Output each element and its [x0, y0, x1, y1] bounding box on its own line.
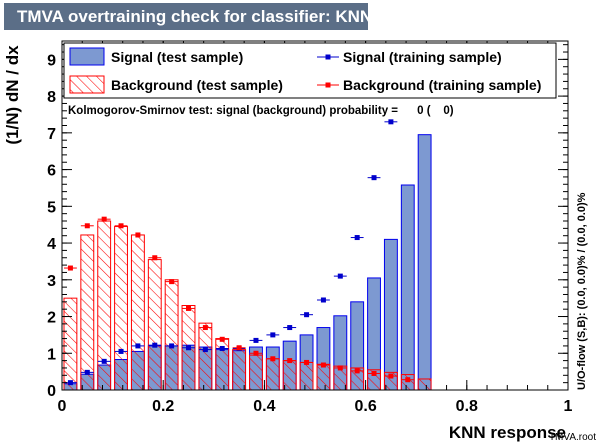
signal-train-point — [219, 345, 225, 351]
legend-swatch-signal-train — [325, 54, 331, 60]
background-test-bar — [400, 374, 415, 391]
background-train-point — [152, 255, 158, 261]
signal-train-point — [186, 345, 191, 351]
x-tick-label: 0.4 — [253, 398, 275, 415]
background-train-point — [354, 368, 360, 374]
legend-swatch-background-test — [69, 75, 105, 94]
signal-train-point — [169, 343, 175, 349]
signal-train-point — [287, 325, 293, 331]
signal-train-point — [270, 332, 276, 338]
background-test-bar — [114, 226, 128, 391]
background-train-point — [320, 362, 326, 368]
signal-train-point — [253, 337, 259, 343]
y-tick-label: 6 — [47, 163, 56, 180]
background-train-point — [169, 279, 175, 285]
signal-train-point — [84, 369, 90, 375]
background-train-point — [337, 365, 343, 371]
background-test-bar — [63, 297, 78, 391]
signal-train-point — [135, 343, 141, 349]
background-train-point — [388, 373, 394, 379]
legend: Signal (test sample) Background (test sa… — [63, 42, 557, 99]
background-test-bar — [164, 279, 179, 391]
ks-test-text: Kolmogorov-Smirnov test: signal (backgro… — [68, 105, 454, 117]
background-test-bar — [282, 360, 297, 391]
background-train-point — [101, 216, 107, 222]
x-tick-label: 0.6 — [354, 398, 376, 415]
background-test-bar — [232, 349, 247, 391]
x-tick-label: 1 — [564, 398, 573, 415]
plot-frame — [61, 40, 569, 391]
background-test-bar — [198, 322, 213, 391]
legend-box — [63, 42, 557, 99]
y-tick-label: 8 — [47, 89, 56, 106]
signal-train-point — [101, 358, 107, 364]
background-train-point — [219, 336, 225, 342]
legend-swatch-signal-test — [69, 47, 105, 66]
background-train-point — [371, 370, 377, 376]
background-test-bar — [265, 358, 280, 391]
signal-train-point — [118, 348, 124, 354]
background-train-point — [405, 377, 411, 383]
signal-train-point — [320, 297, 326, 303]
y-tick-label: 4 — [47, 236, 56, 253]
y-tick-label: 3 — [47, 273, 56, 290]
background-train-point — [135, 232, 141, 238]
background-test-bar — [417, 378, 432, 391]
legend-label-signal-train: Signal (training sample) — [343, 49, 502, 65]
y-tick-label: 2 — [47, 310, 56, 327]
x-axis-label: KNN response — [449, 423, 566, 442]
signal-test-bar — [383, 238, 398, 391]
background-test-bar — [130, 234, 145, 391]
x-tick-label: 0.2 — [152, 398, 174, 415]
background-train-point — [202, 325, 208, 331]
background-test-bar — [97, 220, 112, 391]
legend-label-signal-test: Signal (test sample) — [111, 49, 243, 65]
background-train-point — [118, 223, 124, 229]
signal-train-point — [67, 380, 73, 386]
signal-train-point — [354, 235, 360, 241]
title-bar: TMVA overtraining check for classifier: … — [4, 3, 372, 30]
background-test-bar — [249, 354, 263, 391]
background-train-point — [253, 350, 259, 356]
signal-train-point — [202, 347, 208, 353]
signal-train-point — [388, 119, 394, 125]
background-train-point — [304, 359, 310, 365]
background-train-point — [287, 358, 293, 364]
y-tick-label: 5 — [47, 199, 56, 216]
signal-train-point — [337, 273, 343, 279]
background-test-bar — [147, 259, 162, 391]
background-test-bar — [299, 361, 314, 391]
y-tick-label: 7 — [47, 126, 56, 143]
plot-title: TMVA overtraining check for classifier: … — [17, 7, 373, 26]
y-tick-label: 1 — [47, 346, 56, 363]
legend-swatch-background-train — [325, 82, 331, 88]
background-test-bar — [316, 363, 331, 391]
background-train-point — [67, 265, 73, 271]
x-tick-label: 0.8 — [456, 398, 478, 415]
signal-test-bar — [400, 184, 415, 391]
background-train-point — [236, 345, 242, 351]
background-train-point — [270, 356, 276, 362]
y-tick-label: 9 — [47, 52, 56, 69]
background-train-point — [186, 305, 191, 311]
overflow-note: U/O-flow (S,B): (0.0, 0.0)% / (0.0, 0.0)… — [576, 192, 588, 390]
y-axis-label: (1/N) dN / dx — [3, 45, 22, 145]
background-test-bar — [80, 234, 95, 391]
signal-test-bar — [417, 134, 432, 391]
signal-train-point — [152, 342, 158, 348]
signal-train-point — [304, 312, 310, 318]
background-train-point — [84, 223, 90, 229]
x-tick-label: 0 — [58, 398, 67, 415]
signal-train-point — [371, 175, 377, 181]
footer-label: TMVA.root — [549, 432, 596, 443]
y-tick-label: 0 — [47, 383, 56, 400]
legend-label-background-test: Background (test sample) — [111, 77, 283, 93]
legend-label-background-train: Background (training sample) — [343, 77, 541, 93]
